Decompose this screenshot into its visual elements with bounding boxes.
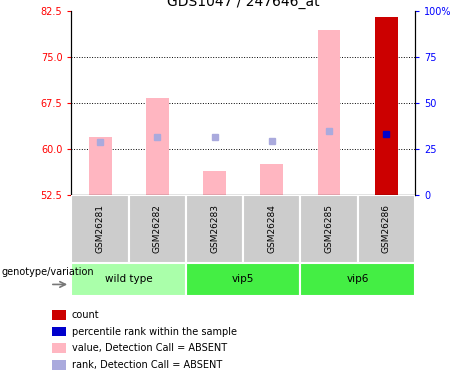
Bar xyxy=(71,195,129,262)
Bar xyxy=(260,164,283,195)
Text: genotype/variation: genotype/variation xyxy=(1,267,94,277)
Bar xyxy=(243,195,301,262)
Text: GSM26286: GSM26286 xyxy=(382,204,391,253)
Bar xyxy=(52,310,66,320)
Text: rank, Detection Call = ABSENT: rank, Detection Call = ABSENT xyxy=(72,360,222,370)
Bar xyxy=(129,195,186,262)
Title: GDS1047 / 247646_at: GDS1047 / 247646_at xyxy=(167,0,319,9)
Bar xyxy=(358,195,415,262)
Bar xyxy=(52,327,66,336)
Text: GSM26282: GSM26282 xyxy=(153,204,162,253)
Bar xyxy=(186,262,301,296)
Bar xyxy=(375,17,398,195)
Bar xyxy=(318,30,341,195)
Text: GSM26285: GSM26285 xyxy=(325,204,334,253)
Text: wild type: wild type xyxy=(105,274,153,284)
Text: vip5: vip5 xyxy=(232,274,254,284)
Text: GSM26284: GSM26284 xyxy=(267,204,276,253)
Bar xyxy=(146,98,169,195)
Text: percentile rank within the sample: percentile rank within the sample xyxy=(72,327,237,337)
Bar xyxy=(89,137,112,195)
Text: vip6: vip6 xyxy=(347,274,369,284)
Bar xyxy=(71,262,186,296)
Bar xyxy=(301,195,358,262)
Text: GSM26283: GSM26283 xyxy=(210,204,219,253)
Bar xyxy=(52,360,66,370)
Bar xyxy=(186,195,243,262)
Bar xyxy=(52,343,66,353)
Text: GSM26281: GSM26281 xyxy=(95,204,105,253)
Text: count: count xyxy=(72,310,100,320)
Text: value, Detection Call = ABSENT: value, Detection Call = ABSENT xyxy=(72,344,227,354)
Bar xyxy=(203,171,226,195)
Bar xyxy=(301,262,415,296)
